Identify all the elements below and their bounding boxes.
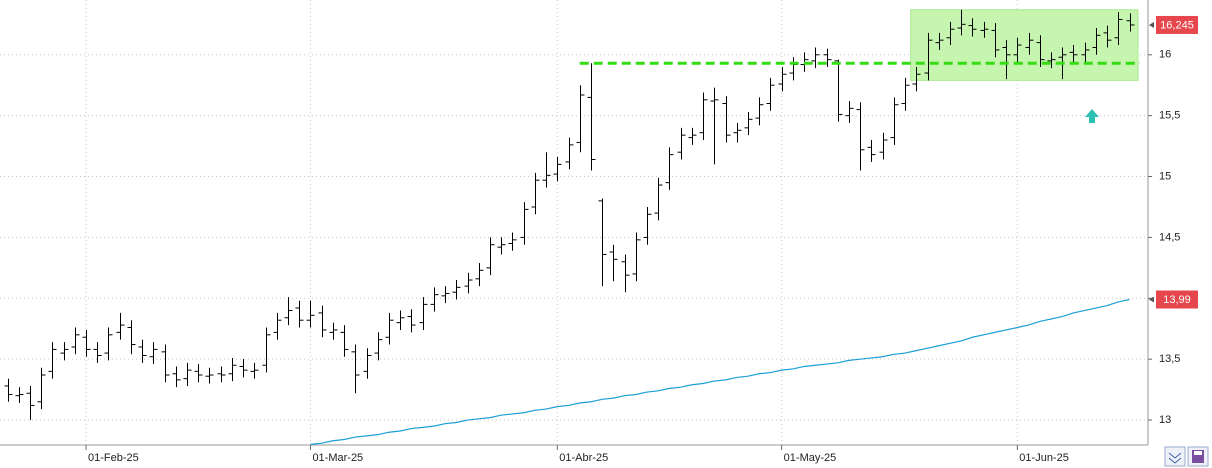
x-tick-label: 01-Mar-25 xyxy=(312,452,363,464)
x-tick-label: 01-May-25 xyxy=(784,452,837,464)
x-tick-label: 01-Jun-25 xyxy=(1019,452,1069,464)
scroll-button[interactable] xyxy=(1164,446,1186,467)
y-tick-label: 15,5 xyxy=(1159,110,1180,122)
last-value-label: 16,245 xyxy=(1160,19,1194,31)
moving-average-line xyxy=(310,298,1130,445)
y-tick-label: 13 xyxy=(1159,414,1171,426)
y-tick-label: 16 xyxy=(1159,49,1171,61)
up-arrow xyxy=(1085,109,1099,123)
y-tick-label: 14,5 xyxy=(1159,231,1180,243)
y-tick-label: 15 xyxy=(1159,170,1171,182)
y-tick-label: 13,5 xyxy=(1159,353,1180,365)
last-value-label: 13,99 xyxy=(1163,294,1191,306)
last-value-box xyxy=(1156,290,1198,309)
last-value-pointer xyxy=(1149,21,1154,28)
x-tick-label: 01-Abr-25 xyxy=(559,452,608,464)
save-button[interactable] xyxy=(1187,446,1209,467)
range-box xyxy=(910,9,1139,81)
x-tick-label: 01-Feb-25 xyxy=(88,452,139,464)
last-value-pointer xyxy=(1149,296,1154,303)
last-value-box xyxy=(1156,15,1198,34)
